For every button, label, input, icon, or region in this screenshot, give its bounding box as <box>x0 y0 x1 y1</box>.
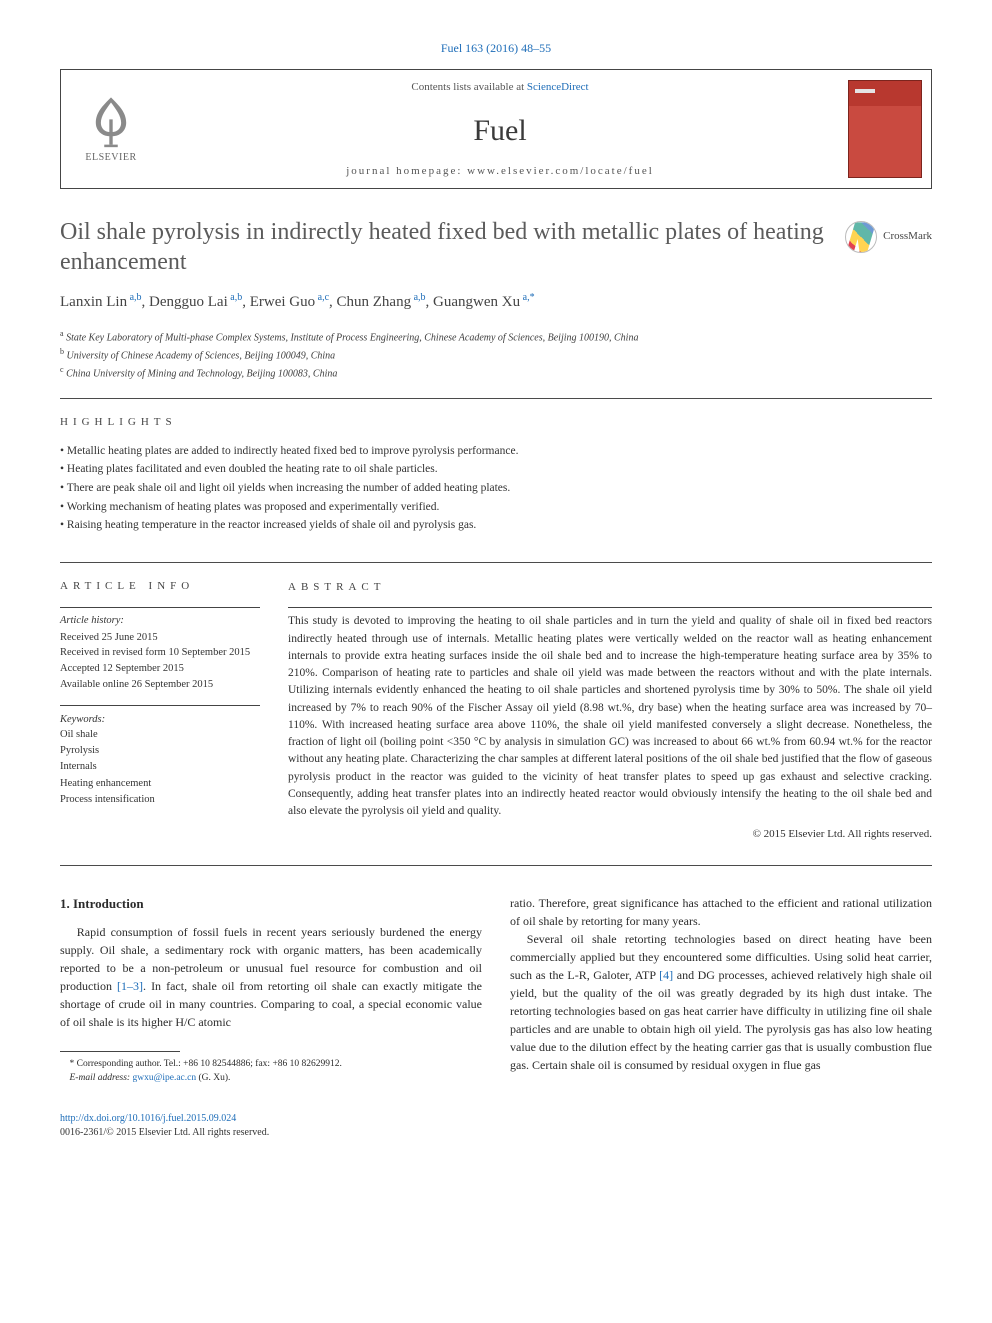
sciencedirect-link[interactable]: ScienceDirect <box>527 81 589 93</box>
keyword-item: Heating enhancement <box>60 776 260 792</box>
author: Lanxin Lin <box>60 294 127 310</box>
journal-name: Fuel <box>473 109 526 153</box>
highlights-list: Metallic heating plates are added to ind… <box>60 443 932 534</box>
crossmark-icon <box>845 221 877 253</box>
journal-homepage-line: journal homepage: www.elsevier.com/locat… <box>346 164 654 180</box>
ref-link-1-3[interactable]: [1–3] <box>117 979 143 993</box>
author: Chun Zhang <box>337 294 412 310</box>
highlights-section: HIGHLIGHTS Metallic heating plates are a… <box>60 415 932 563</box>
highlight-item: Working mechanism of heating plates was … <box>60 499 932 516</box>
keyword-item: Pyrolysis <box>60 743 260 759</box>
history-line: Received 25 June 2015 <box>60 630 260 646</box>
info-abstract-row: ARTICLE INFO Article history: Received 2… <box>60 579 932 866</box>
intro-p1: Rapid consumption of fossil fuels in rec… <box>60 923 482 1031</box>
abstract-column: ABSTRACT This study is devoted to improv… <box>288 579 932 843</box>
journal-cover-thumbnail <box>848 80 922 178</box>
author: Dengguo Lai <box>149 294 228 310</box>
keyword-item: Internals <box>60 759 260 775</box>
history-line: Accepted 12 September 2015 <box>60 661 260 677</box>
article-title: Oil shale pyrolysis in indirectly heated… <box>60 217 829 277</box>
corr-author-line: * Corresponding author. Tel.: +86 10 825… <box>60 1058 482 1072</box>
contents-prefix: Contents lists available at <box>411 81 526 93</box>
header-center: Contents lists available at ScienceDirec… <box>161 70 839 188</box>
intro-heading: 1. Introduction <box>60 894 482 914</box>
body-two-columns: 1. Introduction Rapid consumption of fos… <box>60 894 932 1086</box>
crossmark-widget[interactable]: CrossMark <box>845 221 932 253</box>
intro-p2: ratio. Therefore, great significance has… <box>510 894 932 930</box>
keywords-list: Oil shalePyrolysisInternalsHeating enhan… <box>60 727 260 808</box>
article-info-label: ARTICLE INFO <box>60 579 260 595</box>
affiliations-block: a State Key Laboratory of Multi-phase Co… <box>60 328 932 398</box>
publisher-cell: ELSEVIER <box>61 70 161 188</box>
article-history-label: Article history: <box>60 613 260 629</box>
publisher-name: ELSEVIER <box>85 151 136 166</box>
citation-line: Fuel 163 (2016) 48–55 <box>60 40 932 57</box>
author-list: Lanxin Lin a,b, Dengguo Lai a,b, Erwei G… <box>60 291 932 314</box>
highlight-item: Heating plates facilitated and even doub… <box>60 461 932 478</box>
intro-p3: Several oil shale retorting technologies… <box>510 930 932 1074</box>
keyword-item: Oil shale <box>60 727 260 743</box>
affiliation-b: University of Chinese Academy of Science… <box>67 350 336 361</box>
crossmark-label: CrossMark <box>883 229 932 245</box>
intro-p3-b: and DG processes, achieved relatively hi… <box>510 968 932 1072</box>
right-column: ratio. Therefore, great significance has… <box>510 894 932 1086</box>
homepage-prefix: journal homepage: <box>346 165 467 177</box>
info-hr-top <box>60 607 260 608</box>
abstract-copyright: © 2015 Elsevier Ltd. All rights reserved… <box>288 826 932 843</box>
affiliation-c: China University of Mining and Technolog… <box>66 368 337 379</box>
article-info-column: ARTICLE INFO Article history: Received 2… <box>60 579 260 843</box>
highlight-item: There are peak shale oil and light oil y… <box>60 480 932 497</box>
history-line: Received in revised form 10 September 20… <box>60 645 260 661</box>
ref-link-4[interactable]: [4] <box>659 968 673 982</box>
homepage-url[interactable]: www.elsevier.com/locate/fuel <box>467 165 654 177</box>
affiliation-a: State Key Laboratory of Multi-phase Comp… <box>66 332 638 343</box>
journal-header-box: ELSEVIER Contents lists available at Sci… <box>60 69 932 189</box>
highlight-item: Metallic heating plates are added to ind… <box>60 443 932 460</box>
issn-copyright-line: 0016-2361/© 2015 Elsevier Ltd. All right… <box>60 1126 932 1140</box>
highlights-label: HIGHLIGHTS <box>60 415 932 431</box>
keywords-label: Keywords: <box>60 712 260 727</box>
author: Erwei Guo <box>250 294 315 310</box>
left-column: 1. Introduction Rapid consumption of fos… <box>60 894 482 1086</box>
doi-link[interactable]: http://dx.doi.org/10.1016/j.fuel.2015.09… <box>60 1112 932 1126</box>
corr-email-link[interactable]: gwxu@ipe.ac.cn <box>132 1073 196 1083</box>
contents-available-line: Contents lists available at ScienceDirec… <box>411 80 588 96</box>
email-suffix: (G. Xu). <box>196 1073 230 1083</box>
keyword-item: Process intensification <box>60 792 260 808</box>
author: Guangwen Xu <box>433 294 520 310</box>
journal-cover-cell <box>839 70 931 188</box>
footnote-separator <box>60 1051 180 1052</box>
abstract-text: This study is devoted to improving the h… <box>288 613 932 820</box>
page-footer: http://dx.doi.org/10.1016/j.fuel.2015.09… <box>60 1112 932 1140</box>
email-label: E-mail address: <box>70 1073 133 1083</box>
corresponding-author-footnote: * Corresponding author. Tel.: +86 10 825… <box>60 1058 482 1086</box>
abstract-label: ABSTRACT <box>288 579 932 596</box>
abstract-hr <box>288 607 932 608</box>
elsevier-tree-icon <box>85 94 137 148</box>
history-line: Available online 26 September 2015 <box>60 677 260 693</box>
article-history-lines: Received 25 June 2015Received in revised… <box>60 630 260 693</box>
highlight-item: Raising heating temperature in the react… <box>60 517 932 534</box>
info-hr-mid <box>60 705 260 706</box>
